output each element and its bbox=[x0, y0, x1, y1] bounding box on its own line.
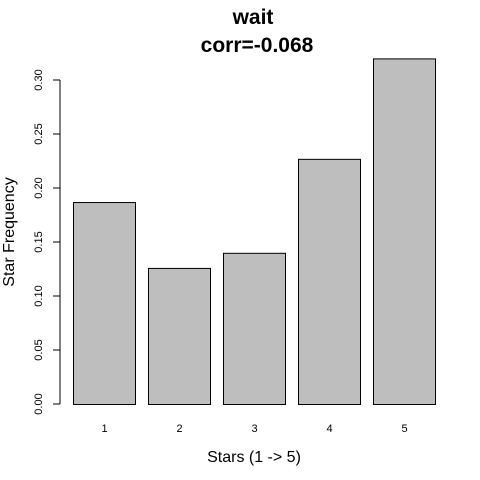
y-tick-label: 0.25 bbox=[33, 123, 45, 144]
x-tick-label: 4 bbox=[326, 423, 332, 435]
bars-group bbox=[73, 58, 436, 406]
x-tick-label: 5 bbox=[401, 423, 407, 435]
x-tick-label: 3 bbox=[251, 423, 257, 435]
bar-1 bbox=[73, 202, 136, 405]
bar-4 bbox=[298, 158, 361, 405]
y-tick-label: 0.20 bbox=[33, 177, 45, 198]
y-tick-label: 0.00 bbox=[33, 393, 45, 414]
x-tick-label: 2 bbox=[176, 423, 182, 435]
bar-3 bbox=[223, 252, 286, 405]
y-tick-label: 0.10 bbox=[33, 285, 45, 306]
y-axis: 0.00 0.05 0.10 0.15 0.20 0.25 0.30 bbox=[33, 69, 61, 415]
chart-title: wait bbox=[232, 6, 274, 29]
x-tick-label: 1 bbox=[101, 423, 107, 435]
x-tick-labels: 1 2 3 4 5 bbox=[101, 423, 407, 435]
bar-5 bbox=[373, 58, 436, 406]
y-tick-label: 0.15 bbox=[33, 231, 45, 252]
y-tick-label: 0.05 bbox=[33, 339, 45, 360]
bar-2 bbox=[148, 267, 211, 406]
y-axis-label: Star Frequency bbox=[1, 177, 18, 286]
x-axis-label: Stars (1 -> 5) bbox=[207, 449, 301, 466]
chart-subtitle: corr=-0.068 bbox=[201, 34, 314, 57]
y-tick-label: 0.30 bbox=[33, 69, 45, 90]
